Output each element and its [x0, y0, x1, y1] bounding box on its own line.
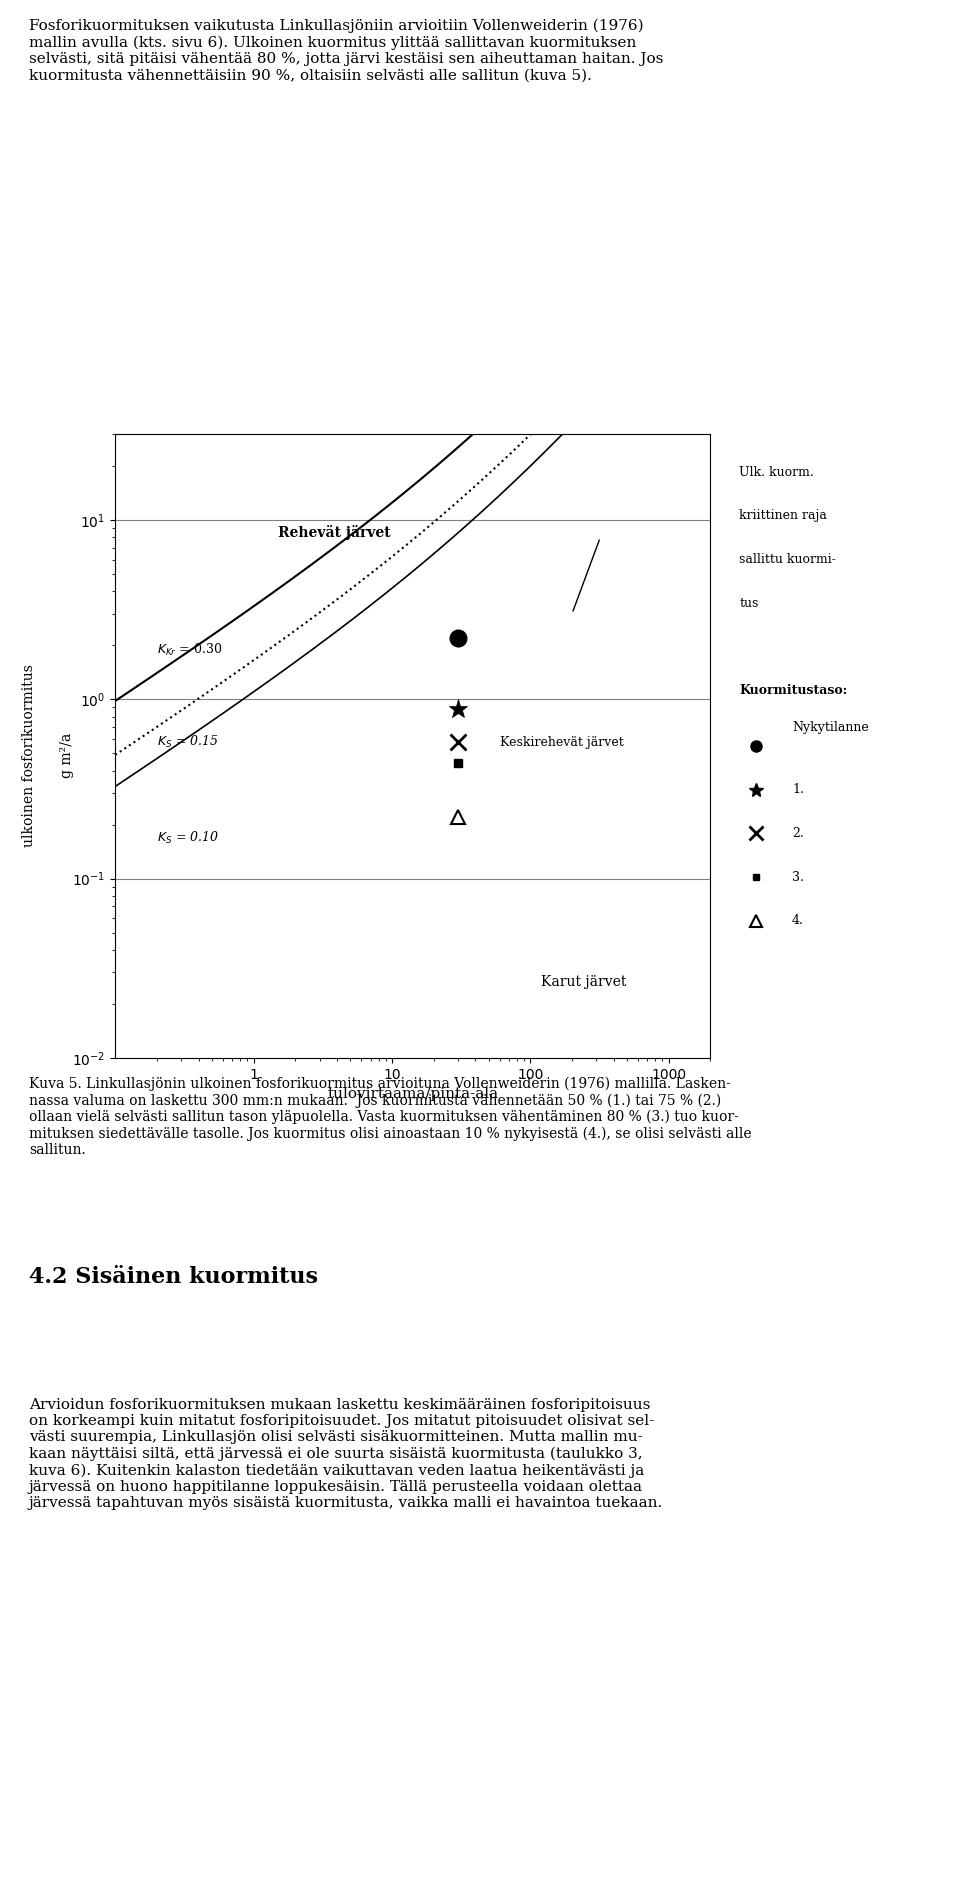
Text: ulkoinen fosforikuormitus: ulkoinen fosforikuormitus: [22, 665, 36, 846]
Text: $K_S$ = 0.10: $K_S$ = 0.10: [156, 829, 219, 846]
Text: 2.: 2.: [792, 827, 804, 841]
Text: Ulk. kuorm.: Ulk. kuorm.: [739, 465, 814, 478]
Text: g m²/a: g m²/a: [60, 733, 74, 778]
Text: 3.: 3.: [792, 871, 804, 884]
Text: sallittu kuormi-: sallittu kuormi-: [739, 553, 836, 567]
Text: Rehevät järvet: Rehevät järvet: [278, 525, 391, 540]
Text: Fosforikuormituksen vaikutusta Linkullasjöniin arvioitiin Vollenweiderin (1976)
: Fosforikuormituksen vaikutusta Linkullas…: [29, 19, 663, 83]
X-axis label: tulovirtaama/pinta-ala: tulovirtaama/pinta-ala: [327, 1086, 498, 1101]
Text: $K_{Kr}$ = 0.30: $K_{Kr}$ = 0.30: [156, 642, 222, 657]
Text: Kuormitustaso:: Kuormitustaso:: [739, 684, 848, 697]
Text: Arvioidun fosforikuormituksen mukaan laskettu keskimääräinen fosforipitoisuus
on: Arvioidun fosforikuormituksen mukaan las…: [29, 1398, 663, 1509]
Text: 1.: 1.: [792, 784, 804, 797]
Text: 4.2 Sisäinen kuormitus: 4.2 Sisäinen kuormitus: [29, 1266, 318, 1288]
Text: tus: tus: [739, 597, 758, 610]
Text: 4.: 4.: [792, 914, 804, 927]
Text: $K_S$ = 0.15: $K_S$ = 0.15: [156, 733, 219, 750]
Text: Karut järvet: Karut järvet: [541, 975, 627, 990]
Text: Kuva 5. Linkullasjönin ulkoinen fosforikuormitus arvioituna Vollenweiderin (1976: Kuva 5. Linkullasjönin ulkoinen fosforik…: [29, 1077, 752, 1158]
Text: Keskirehevät järvet: Keskirehevät järvet: [499, 737, 623, 748]
Text: kriittinen raja: kriittinen raja: [739, 510, 828, 521]
Text: Nykytilanne: Nykytilanne: [792, 722, 869, 735]
